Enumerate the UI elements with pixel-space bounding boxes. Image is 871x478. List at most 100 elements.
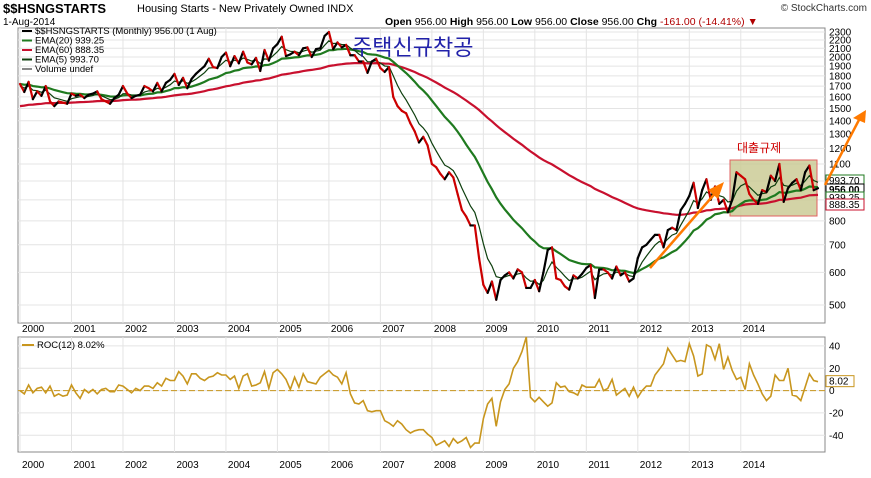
- x-tick-label: 2009: [485, 324, 508, 335]
- x-axis-main: 2000 2001 2002 2003 2004 2005 2006 2007 2008 2009…: [22, 324, 765, 335]
- price-segment: [623, 271, 631, 283]
- roc-tag-box: [825, 375, 855, 388]
- symbol-title: $$HSNGSTARTS: [3, 1, 107, 16]
- price-segment: [456, 192, 464, 212]
- price-segment: [705, 178, 712, 201]
- price-segment: [658, 233, 665, 249]
- roc-line: [19, 336, 819, 449]
- x-tick-label: 2005: [279, 460, 302, 471]
- roc-y-tick-label: 40: [829, 341, 841, 352]
- x-tick-label: 2004: [228, 324, 251, 335]
- price-segment: [675, 208, 682, 232]
- price-segment: [409, 122, 416, 133]
- x-tick-label: 2011: [588, 460, 610, 471]
- trend-arrow-1: [649, 182, 724, 269]
- x-tick-label: 2010: [537, 460, 560, 471]
- price-segment: [263, 48, 270, 62]
- price-segment: [422, 135, 429, 147]
- ohlc-readout: Open 956.00 High 956.00 Low 956.00 Close…: [385, 16, 758, 28]
- open-label: Open: [385, 16, 412, 28]
- price-segment: [435, 166, 442, 176]
- y-tick-label: 700: [829, 240, 846, 251]
- chg-value: -161.00 (-14.41%): [659, 16, 745, 28]
- price-segment: [362, 60, 369, 74]
- legend-label: EMA(60) 888.35: [35, 45, 104, 56]
- price-segment: [589, 263, 597, 300]
- series-line-ema20: [19, 47, 819, 275]
- y-tick-label: 2300: [829, 28, 852, 39]
- value-tag-box: [825, 198, 865, 211]
- roc-y-tick-label: -40: [829, 431, 844, 442]
- price-segment: [27, 80, 34, 101]
- price-segment: [696, 189, 704, 210]
- price-segment: [44, 84, 52, 103]
- chart-title: Housing Starts - New Privately Owned IND…: [137, 3, 353, 15]
- price-segment: [447, 171, 455, 179]
- price-segment: [241, 50, 249, 64]
- x-tick-label: 2008: [434, 460, 457, 471]
- value-tag-label: 956.00: [829, 185, 860, 196]
- x-tick-label: 2000: [22, 324, 45, 335]
- series-line-ema60: [19, 61, 819, 216]
- price-segment: [765, 174, 772, 194]
- x-tick-label: 2013: [691, 324, 714, 335]
- price-segment: [782, 187, 790, 203]
- price-segment: [550, 246, 558, 280]
- price-segment: [452, 176, 459, 196]
- chg-label: Chg: [636, 16, 658, 28]
- price-segment: [306, 46, 313, 59]
- price-segment: [319, 34, 326, 50]
- main-panel: 5006007008009001000110012001300140015001…: [17, 26, 866, 324]
- price-segment: [344, 43, 352, 57]
- price-segment: [353, 54, 361, 63]
- price-segment: [756, 189, 764, 205]
- price-segment: [18, 82, 26, 94]
- legend: $$HSNGSTARTS (Monthly) 956.00 (1 Aug)EMA…: [22, 26, 217, 75]
- x-tick-label: 2006: [331, 460, 354, 471]
- x-tick-label: 2001: [73, 324, 96, 335]
- roc-value-tag: 8.02: [825, 375, 855, 388]
- main-y-axis: 5006007008009001000110012001300140015001…: [829, 28, 852, 312]
- price-segment: [216, 55, 223, 70]
- x-tick-label: 2005: [279, 324, 302, 335]
- series-description: Housing Starts - New Privately Owned: [137, 3, 325, 15]
- legend-label: EMA(5) 993.70: [35, 55, 99, 66]
- price-segment: [486, 280, 494, 294]
- price-segment: [559, 278, 566, 288]
- price-segment: [679, 202, 687, 212]
- x-tick-label: 2002: [125, 460, 148, 471]
- box-label: 대출규제: [737, 141, 781, 155]
- stockcharts-watermark: © StockCharts.com: [780, 3, 867, 14]
- close-label: Close: [570, 16, 599, 28]
- price-segment: [615, 265, 622, 277]
- price-segment: [465, 215, 472, 227]
- main-plot-frame: [17, 27, 826, 324]
- korean-title: 주택신규착공: [352, 36, 473, 61]
- price-segment: [443, 171, 451, 181]
- price-segment: [108, 96, 116, 105]
- price-segment: [692, 181, 699, 210]
- price-segment: [160, 81, 167, 93]
- y-tick-label: 1800: [829, 71, 852, 82]
- price-segment: [632, 256, 639, 280]
- price-segment: [332, 41, 339, 51]
- x-tick-label: 2003: [176, 460, 199, 471]
- price-segment: [405, 112, 412, 125]
- low-label: Low: [511, 16, 533, 28]
- price-segment: [482, 283, 489, 294]
- price-segment: [413, 130, 421, 144]
- price-segment: [66, 92, 73, 105]
- price-segment: [580, 266, 588, 275]
- price-segment: [96, 90, 103, 101]
- low-value: 956.00: [535, 16, 568, 28]
- value-tag-label: 888.35: [829, 200, 860, 211]
- price-segment: [207, 57, 215, 69]
- y-tick-label: 1600: [829, 92, 852, 103]
- x-axis-roc: 2000 2001 2002 2003 2004 2005 2006 2007 2008 2009…: [22, 460, 765, 471]
- price-segment: [731, 171, 738, 201]
- high-label: High: [449, 16, 474, 28]
- price-segment: [156, 81, 163, 93]
- x-tick-label: 2000: [22, 460, 45, 471]
- price-segment: [812, 187, 820, 192]
